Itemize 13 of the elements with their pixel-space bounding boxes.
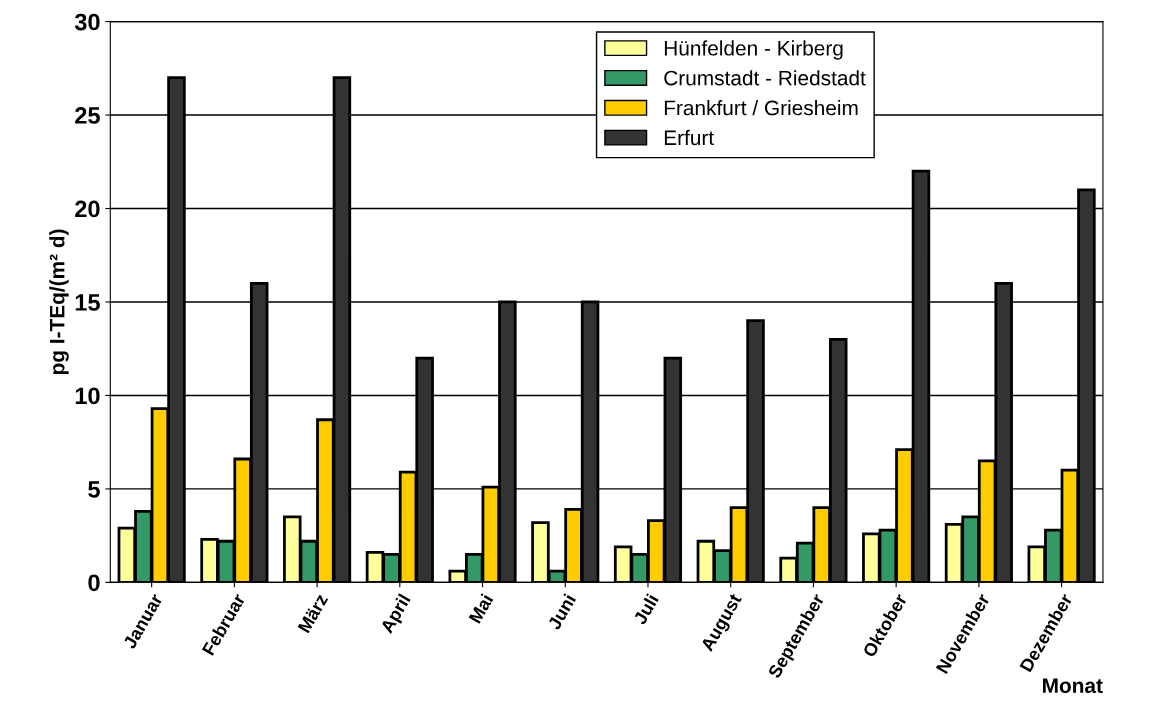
x-axis-title: Monat	[1043, 678, 1103, 694]
y-tick-label: 10	[75, 387, 100, 405]
legend-label: Frankfurt / Griesheim	[664, 99, 858, 116]
y-tick-label: 5	[88, 481, 100, 498]
y-axis-title: pg I-TEq/(m² d)	[49, 229, 69, 375]
y-tick-label: 20	[75, 200, 100, 218]
legend-label: Hünfelden - Kirberg	[664, 40, 843, 60]
y-tick-label: 25	[75, 107, 100, 124]
y-tick-label: 30	[74, 13, 100, 31]
legend-label: Crumstadt - Riedstadt	[664, 70, 866, 86]
y-tick-label: 0	[88, 574, 100, 592]
y-tick-label: 15	[75, 294, 100, 311]
legend-label: Erfurt	[664, 129, 714, 146]
